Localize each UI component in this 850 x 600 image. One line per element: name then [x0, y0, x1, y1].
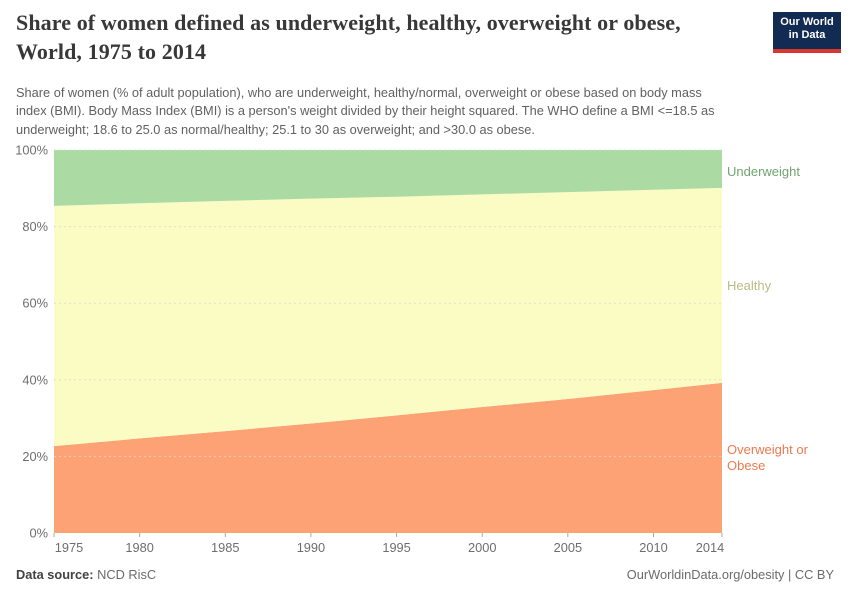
- x-axis-tick-label: 1985: [211, 540, 239, 555]
- x-axis: 1975 1980 1985 1990 1995 2000 2005 2010 2014: [53, 533, 724, 555]
- owid-logo[interactable]: Our World in Data: [773, 12, 841, 53]
- data-source: Data source: NCD RisC: [16, 567, 156, 582]
- y-axis: 0% 20% 40% 60% 80% 100%: [15, 142, 48, 540]
- x-axis-tick-label: 1995: [382, 540, 410, 555]
- series-label-healthy: Healthy: [727, 278, 772, 293]
- chart-title: Share of women defined as underweight, h…: [16, 8, 756, 66]
- chart-subtitle: Share of women (% of adult population), …: [16, 85, 715, 137]
- y-axis-tick-label: 20%: [22, 449, 48, 464]
- area-overweight-or-obese[interactable]: [54, 382, 722, 533]
- chart-title-line1: Share of women defined as underweight, h…: [16, 10, 681, 35]
- stacked-area-chart: 0% 20% 40% 60% 80% 100% 1975 1980 1985 1990 1995 2…: [15, 142, 724, 555]
- x-axis-tick-label: 2014: [696, 540, 724, 555]
- x-axis-tick-label: 2010: [639, 540, 667, 555]
- y-axis-tick-label: 100%: [15, 142, 48, 157]
- y-axis-tick-label: 60%: [22, 296, 48, 311]
- x-axis-tick-label: 1980: [125, 540, 153, 555]
- series-label-underweight: Underweight: [727, 164, 800, 179]
- area-underweight[interactable]: [54, 150, 722, 206]
- x-axis-tick-label: 2000: [468, 540, 496, 555]
- chart-gridlines: [54, 149, 722, 457]
- chart-title-line2: World, 1975 to 2014: [16, 39, 207, 64]
- area-healthy[interactable]: [54, 187, 722, 447]
- y-axis-tick-label: 40%: [22, 372, 48, 387]
- x-axis-tick-label: 2005: [554, 540, 582, 555]
- series-label-overweight-or-obese: Overweight or Obese: [727, 442, 808, 473]
- owid-logo-line1: Our World: [780, 16, 834, 28]
- chart-areas: [54, 150, 722, 533]
- x-axis-tick-label: 1990: [297, 540, 325, 555]
- y-axis-tick-label: 80%: [22, 219, 48, 234]
- credit-line: OurWorldinData.org/obesity | CC BY: [626, 567, 834, 582]
- data-source-label: Data source:: [16, 567, 94, 582]
- x-axis-tick-label: 1975: [55, 540, 83, 555]
- y-axis-tick-label: 0%: [30, 525, 49, 540]
- data-source-value: NCD RisC: [97, 567, 157, 582]
- owid-logo-line2: in Data: [788, 29, 826, 41]
- chart-footer: Data source: NCD RisC OurWorldinData.org…: [16, 567, 834, 582]
